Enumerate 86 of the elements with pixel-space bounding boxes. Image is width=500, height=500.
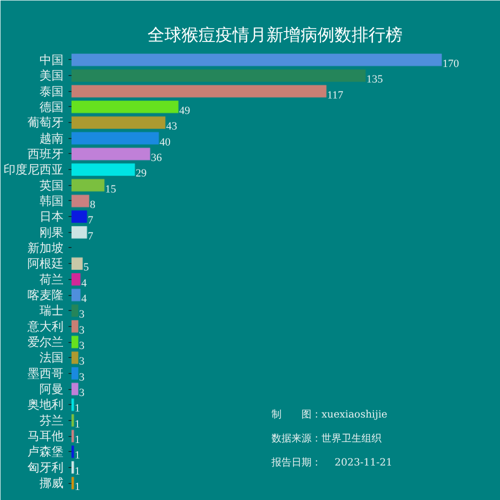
- y-tick-label: 卢森堡: [28, 444, 64, 459]
- data-label: 29: [136, 168, 148, 180]
- bar: [72, 430, 74, 442]
- y-tick-label: 德国: [40, 100, 64, 114]
- y-tick-label: 英国: [40, 178, 64, 192]
- data-label: 3: [79, 387, 86, 400]
- bar: [72, 351, 79, 364]
- bar: [72, 116, 166, 129]
- data-label: 3: [79, 340, 86, 352]
- y-tick-label: 荷兰: [40, 272, 64, 286]
- data-label: 170: [442, 58, 460, 70]
- bar: [72, 445, 74, 458]
- bar: [72, 336, 79, 348]
- annotation: 数据来源：世界卫生组织: [272, 432, 382, 444]
- y-tick-label: 意大利: [26, 319, 64, 334]
- y-tick-label: 刚果: [40, 225, 64, 240]
- bar: [72, 163, 136, 176]
- y-tick-label: 中国: [40, 52, 64, 67]
- y-tick-label: 芬兰: [40, 413, 64, 428]
- data-label: 1: [74, 481, 80, 494]
- annotation: 报告日期： 2023-11-21: [270, 456, 392, 468]
- bar: [72, 210, 88, 224]
- y-tick-label: 阿根廷: [28, 256, 64, 271]
- data-label: 4: [81, 277, 88, 290]
- y-tick-label: 法国: [40, 350, 64, 365]
- data-label: 36: [150, 152, 162, 164]
- bar: [72, 320, 79, 333]
- y-tick-label: 瑞士: [40, 304, 64, 318]
- chart-title: 全球猴痘疫情月新增病例数排行榜: [148, 26, 402, 46]
- bar: [72, 100, 179, 114]
- y-tick-label: 葡萄牙: [28, 116, 64, 130]
- y-tick-label: 爱尔兰: [28, 335, 64, 350]
- data-label: 40: [160, 136, 172, 148]
- y-tick-label: 挪威: [40, 476, 64, 490]
- data-label: 7: [88, 230, 94, 242]
- data-label: 1: [74, 418, 80, 430]
- data-label: 49: [179, 104, 191, 117]
- data-label: 3: [79, 308, 86, 321]
- y-tick-label: 墨西哥: [28, 366, 64, 380]
- data-label: 5: [83, 262, 90, 274]
- bar: [72, 288, 81, 302]
- data-label: 1: [74, 434, 80, 446]
- bar: [72, 382, 79, 396]
- bar: [72, 148, 150, 160]
- data-label: 1: [74, 465, 80, 478]
- y-tick-label: 喀麦隆: [28, 288, 64, 302]
- data-label: 8: [90, 198, 96, 211]
- bar: [72, 194, 90, 208]
- y-tick-label: 西班牙: [28, 146, 64, 161]
- y-tick-label: 匈牙利: [28, 460, 64, 474]
- bar: [72, 398, 74, 412]
- data-label: 4: [81, 293, 88, 306]
- bar: [72, 414, 74, 427]
- y-tick-label: 新加坡: [28, 240, 64, 255]
- data-label: 43: [166, 120, 178, 133]
- bar: [72, 272, 81, 286]
- y-tick-label: 奥地利: [28, 398, 64, 412]
- annotation: 制 图：xuexiaoshijie: [272, 408, 388, 420]
- bar: [72, 84, 327, 98]
- bar: [72, 367, 79, 380]
- bar: [72, 178, 105, 192]
- y-tick-label: 越南: [40, 131, 64, 146]
- bar: [72, 54, 442, 66]
- y-tick-label: 韩国: [40, 194, 64, 208]
- bar: [72, 304, 79, 318]
- bar: [72, 226, 88, 239]
- bar: [72, 132, 160, 145]
- data-label: 3: [79, 356, 86, 368]
- bar: [72, 461, 74, 474]
- bar: [72, 257, 83, 270]
- data-label: 135: [366, 74, 384, 86]
- bar: [72, 476, 74, 490]
- y-tick-label: 印度尼西亚: [4, 162, 64, 177]
- data-label: 7: [88, 214, 94, 227]
- data-label: 1: [74, 450, 80, 462]
- y-tick-label: 阿曼: [40, 382, 64, 396]
- bar: [72, 69, 366, 82]
- y-tick-label: 泰国: [40, 84, 64, 98]
- y-tick-label: 美国: [40, 68, 64, 83]
- data-label: 117: [327, 89, 344, 102]
- data-label: 3: [79, 324, 86, 336]
- data-label: 3: [79, 371, 86, 384]
- y-tick-label: 日本: [40, 210, 64, 224]
- data-label: 1: [74, 402, 80, 415]
- data-label: 15: [105, 183, 117, 196]
- y-tick-label: 马耳他: [28, 429, 64, 444]
